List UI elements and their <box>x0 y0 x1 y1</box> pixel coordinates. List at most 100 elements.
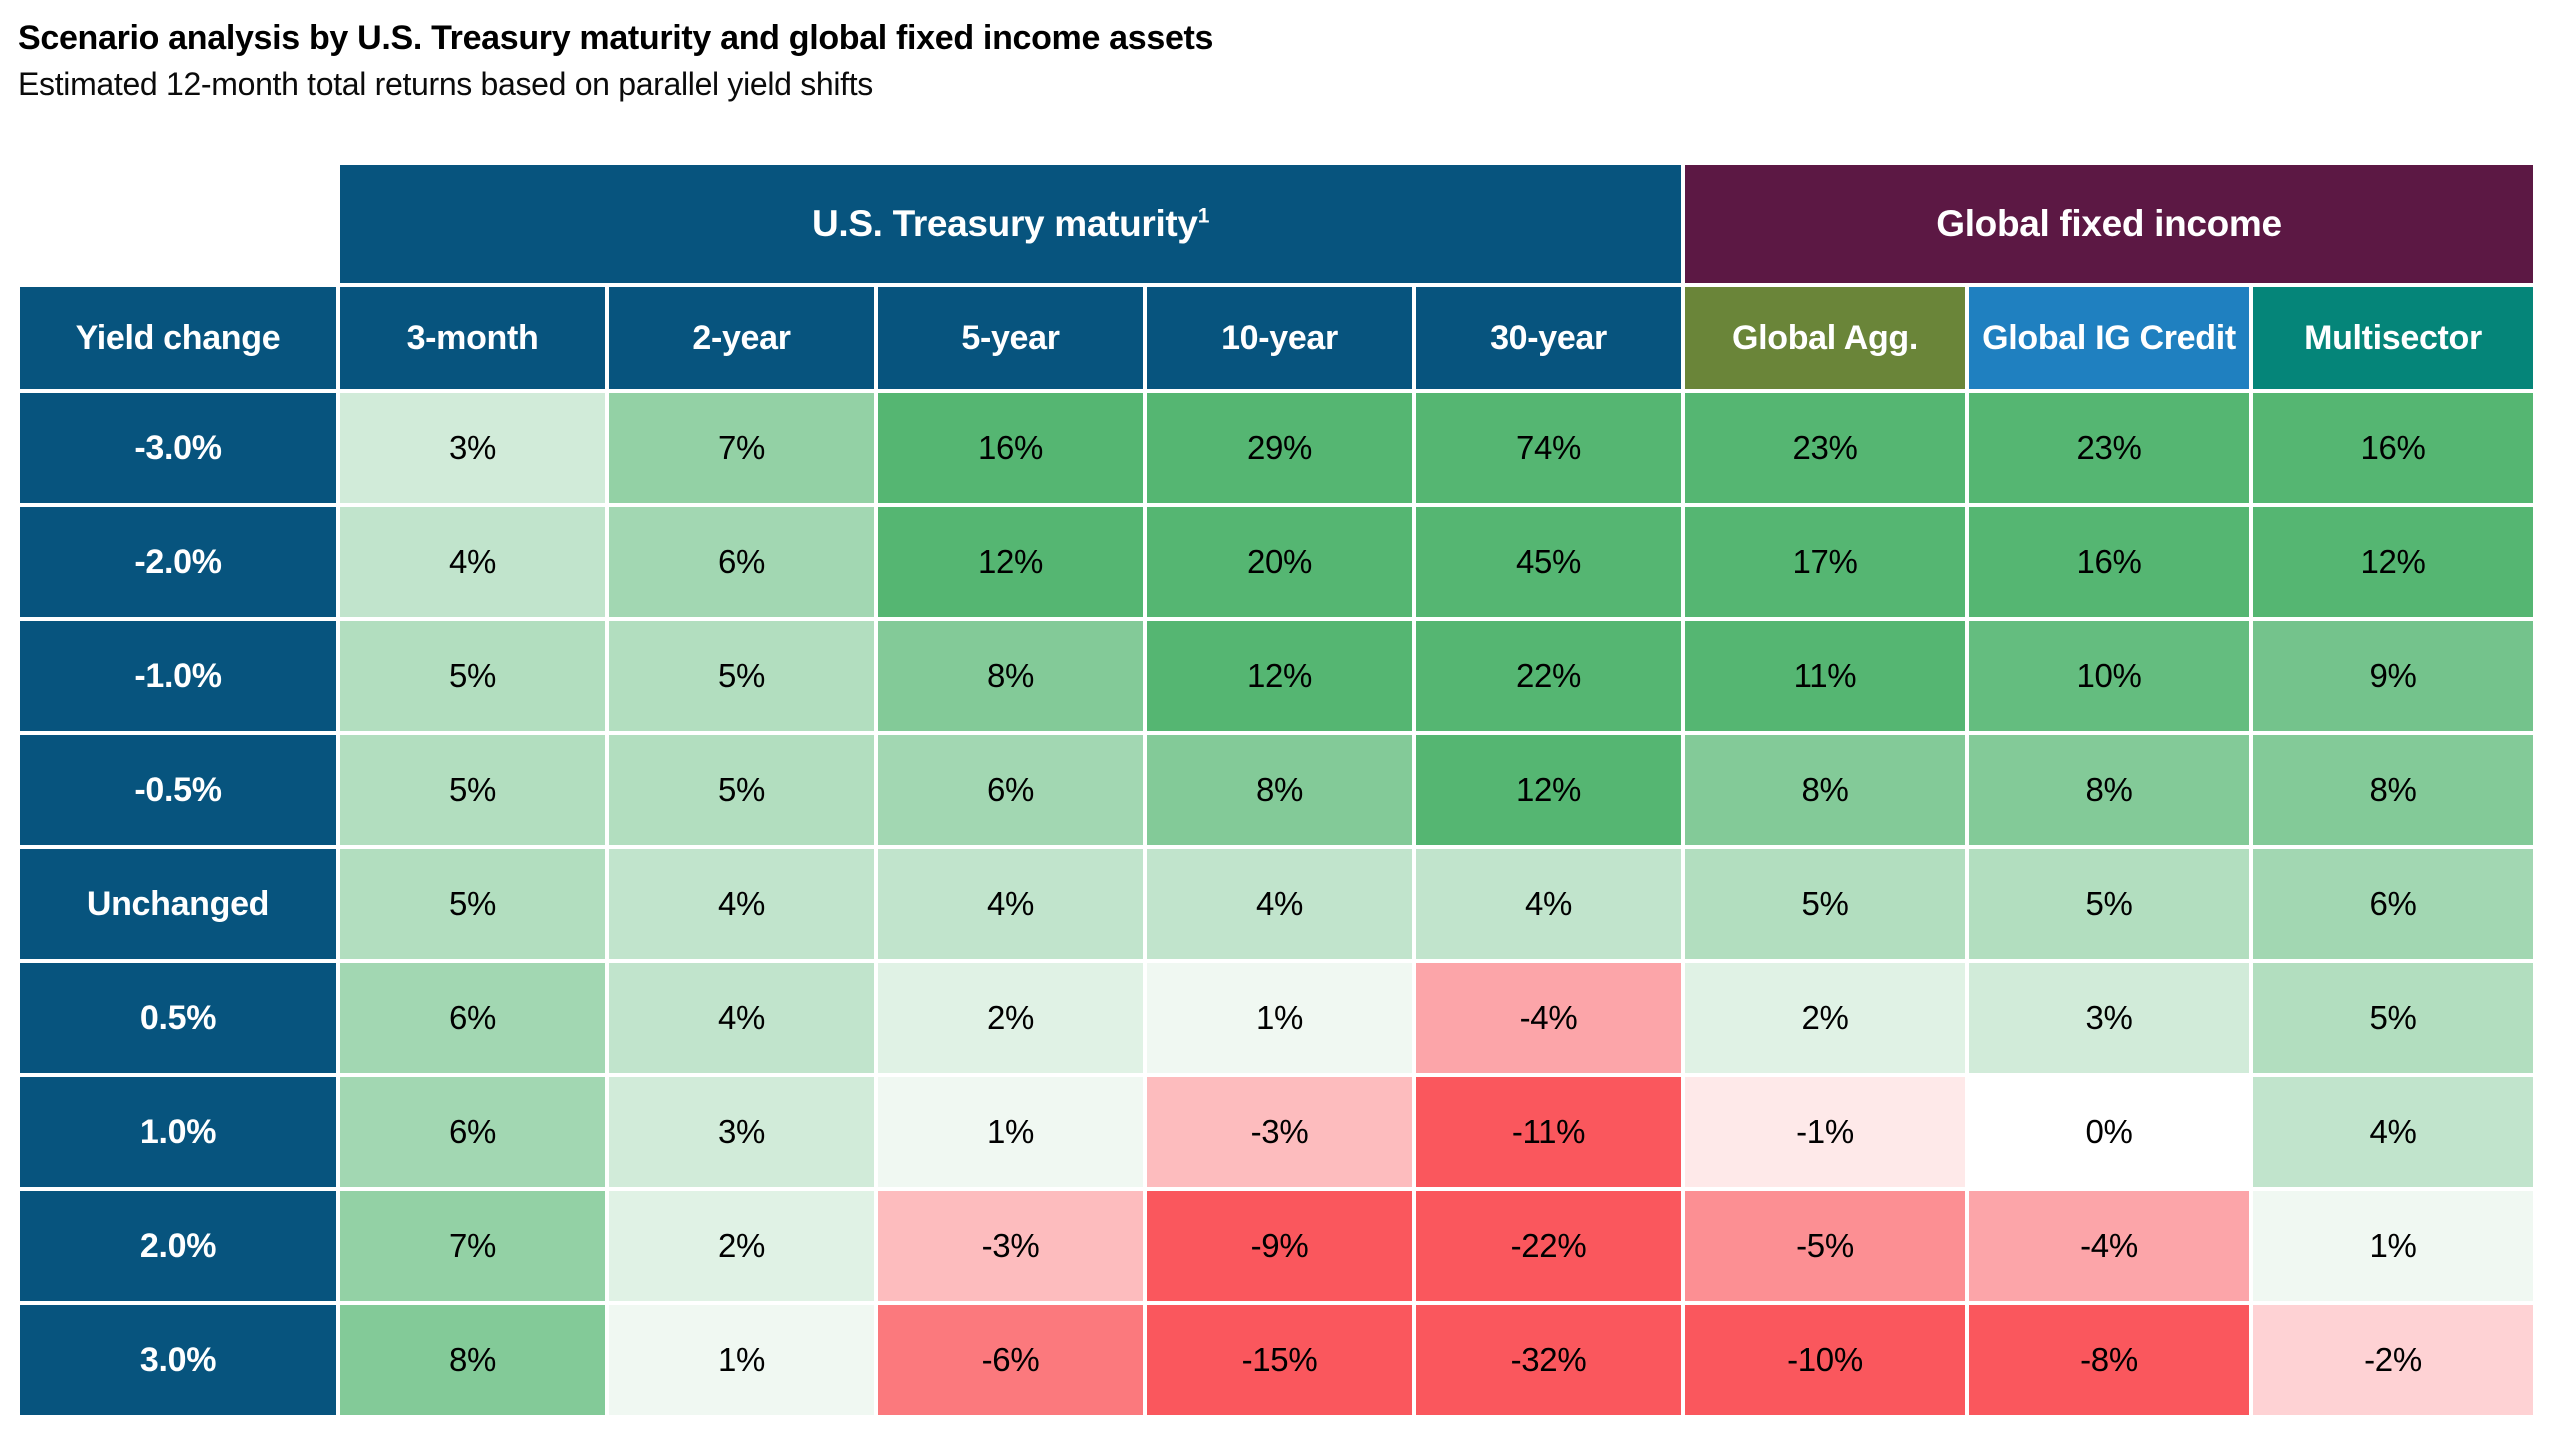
value-cell-global-agg-1-0: 11% <box>1685 621 1965 732</box>
table-row-2-0: 2.0% 7% 2% -3% -9% -22% -5% -4% 1% <box>20 1191 2533 1302</box>
table-row-3-0: 3.0% 8% 1% -6% -15% -32% -10% -8% -2% <box>20 1305 2533 1416</box>
column-header-3-month: 3-month <box>340 287 605 390</box>
yield-change-label: Unchanged <box>20 849 336 960</box>
value-cell-global-ig-credit-2-0: 16% <box>1969 507 2249 618</box>
yield-change-label: -3.0% <box>20 393 336 504</box>
value-cell-5-year-3-0: -6% <box>878 1305 1143 1416</box>
table-row-0-5: 0.5% 6% 4% 2% 1% -4% 2% 3% 5% <box>20 963 2533 1074</box>
value-cell-multisector-0-5: 5% <box>2253 963 2533 1074</box>
value-cell-2-year-3-0: 1% <box>609 1305 874 1416</box>
value-cell-3-month-2-0: 4% <box>340 507 605 618</box>
value-cell-multisector-0-5: 8% <box>2253 735 2533 846</box>
value-cell-global-ig-credit-3-0: 23% <box>1969 393 2249 504</box>
scenario-table: U.S. Treasury maturity1 Global fixed inc… <box>16 161 2537 1419</box>
value-cell-global-agg-2-0: 17% <box>1685 507 1965 618</box>
value-cell-global-ig-credit-0-5: 3% <box>1969 963 2249 1074</box>
group-header-row: U.S. Treasury maturity1 Global fixed inc… <box>20 165 2533 284</box>
value-cell-2-year-0-5: 4% <box>609 963 874 1074</box>
value-cell-3-month-unchanged: 5% <box>340 849 605 960</box>
value-cell-3-month-1-0: 6% <box>340 1077 605 1188</box>
value-cell-global-ig-credit-3-0: -8% <box>1969 1305 2249 1416</box>
column-header-global-agg: Global Agg. <box>1685 287 1965 390</box>
value-cell-10-year-1-0: -3% <box>1147 1077 1412 1188</box>
value-cell-global-agg-unchanged: 5% <box>1685 849 1965 960</box>
value-cell-10-year-0-5: 8% <box>1147 735 1412 846</box>
value-cell-multisector-3-0: -2% <box>2253 1305 2533 1416</box>
yield-change-header: Yield change <box>20 287 336 390</box>
table-row-0-5: -0.5% 5% 5% 6% 8% 12% 8% 8% 8% <box>20 735 2533 846</box>
value-cell-multisector-2-0: 12% <box>2253 507 2533 618</box>
value-cell-multisector-unchanged: 6% <box>2253 849 2533 960</box>
value-cell-5-year-0-5: 6% <box>878 735 1143 846</box>
value-cell-10-year-2-0: 20% <box>1147 507 1412 618</box>
value-cell-10-year-1-0: 12% <box>1147 621 1412 732</box>
value-cell-global-ig-credit-2-0: -4% <box>1969 1191 2249 1302</box>
value-cell-5-year-3-0: 16% <box>878 393 1143 504</box>
value-cell-3-month-3-0: 3% <box>340 393 605 504</box>
value-cell-global-ig-credit-unchanged: 5% <box>1969 849 2249 960</box>
value-cell-10-year-unchanged: 4% <box>1147 849 1412 960</box>
column-header-global-ig-credit: Global IG Credit <box>1969 287 2249 390</box>
group-header-global-fixed-income: Global fixed income <box>1685 165 2533 284</box>
value-cell-30-year-1-0: 22% <box>1416 621 1681 732</box>
group-header-treasury-label: U.S. Treasury maturity <box>811 203 1198 245</box>
value-cell-global-ig-credit-0-5: 8% <box>1969 735 2249 846</box>
value-cell-30-year-2-0: -22% <box>1416 1191 1681 1302</box>
scenario-analysis-page: Scenario analysis by U.S. Treasury matur… <box>16 18 2544 1419</box>
value-cell-10-year-0-5: 1% <box>1147 963 1412 1074</box>
value-cell-2-year-1-0: 3% <box>609 1077 874 1188</box>
value-cell-30-year-1-0: -11% <box>1416 1077 1681 1188</box>
value-cell-multisector-3-0: 16% <box>2253 393 2533 504</box>
value-cell-5-year-unchanged: 4% <box>878 849 1143 960</box>
yield-change-label: -1.0% <box>20 621 336 732</box>
value-cell-30-year-0-5: -4% <box>1416 963 1681 1074</box>
value-cell-2-year-1-0: 5% <box>609 621 874 732</box>
value-cell-global-agg-0-5: 8% <box>1685 735 1965 846</box>
value-cell-2-year-0-5: 5% <box>609 735 874 846</box>
value-cell-global-agg-3-0: -10% <box>1685 1305 1965 1416</box>
value-cell-3-month-0-5: 5% <box>340 735 605 846</box>
value-cell-10-year-3-0: -15% <box>1147 1305 1412 1416</box>
value-cell-global-agg-3-0: 23% <box>1685 393 1965 504</box>
value-cell-3-month-0-5: 6% <box>340 963 605 1074</box>
column-header-5-year: 5-year <box>878 287 1143 390</box>
column-header-row: Yield change 3-month 2-year 5-year 10-year 3… <box>20 287 2533 390</box>
column-header-2-year: 2-year <box>609 287 874 390</box>
value-cell-5-year-2-0: 12% <box>878 507 1143 618</box>
value-cell-5-year-1-0: 1% <box>878 1077 1143 1188</box>
group-header-global-label: Global fixed income <box>1936 203 2282 245</box>
table-row-1-0: -1.0% 5% 5% 8% 12% 22% 11% 10% 9% <box>20 621 2533 732</box>
value-cell-global-agg-0-5: 2% <box>1685 963 1965 1074</box>
value-cell-global-ig-credit-1-0: 10% <box>1969 621 2249 732</box>
value-cell-30-year-unchanged: 4% <box>1416 849 1681 960</box>
value-cell-global-ig-credit-1-0: 0% <box>1969 1077 2249 1188</box>
yield-change-label: 1.0% <box>20 1077 336 1188</box>
value-cell-2-year-unchanged: 4% <box>609 849 874 960</box>
yield-change-label: 2.0% <box>20 1191 336 1302</box>
value-cell-2-year-3-0: 7% <box>609 393 874 504</box>
value-cell-5-year-2-0: -3% <box>878 1191 1143 1302</box>
yield-change-label: 3.0% <box>20 1305 336 1416</box>
value-cell-30-year-3-0: -32% <box>1416 1305 1681 1416</box>
table-row-2-0: -2.0% 4% 6% 12% 20% 45% 17% 16% 12% <box>20 507 2533 618</box>
yield-change-label: -2.0% <box>20 507 336 618</box>
value-cell-3-month-1-0: 5% <box>340 621 605 732</box>
value-cell-global-agg-1-0: -1% <box>1685 1077 1965 1188</box>
table-row-3-0: -3.0% 3% 7% 16% 29% 74% 23% 23% 16% <box>20 393 2533 504</box>
table-row-1-0: 1.0% 6% 3% 1% -3% -11% -1% 0% 4% <box>20 1077 2533 1188</box>
column-header-10-year: 10-year <box>1147 287 1412 390</box>
value-cell-3-month-3-0: 8% <box>340 1305 605 1416</box>
corner-spacer <box>20 165 336 283</box>
value-cell-5-year-0-5: 2% <box>878 963 1143 1074</box>
value-cell-multisector-1-0: 9% <box>2253 621 2533 732</box>
value-cell-2-year-2-0: 6% <box>609 507 874 618</box>
footnote-marker: 1 <box>1197 204 1210 228</box>
value-cell-2-year-2-0: 2% <box>609 1191 874 1302</box>
value-cell-10-year-2-0: -9% <box>1147 1191 1412 1302</box>
value-cell-multisector-2-0: 1% <box>2253 1191 2533 1302</box>
column-header-30-year: 30-year <box>1416 287 1681 390</box>
value-cell-multisector-1-0: 4% <box>2253 1077 2533 1188</box>
value-cell-10-year-3-0: 29% <box>1147 393 1412 504</box>
value-cell-5-year-1-0: 8% <box>878 621 1143 732</box>
value-cell-global-agg-2-0: -5% <box>1685 1191 1965 1302</box>
